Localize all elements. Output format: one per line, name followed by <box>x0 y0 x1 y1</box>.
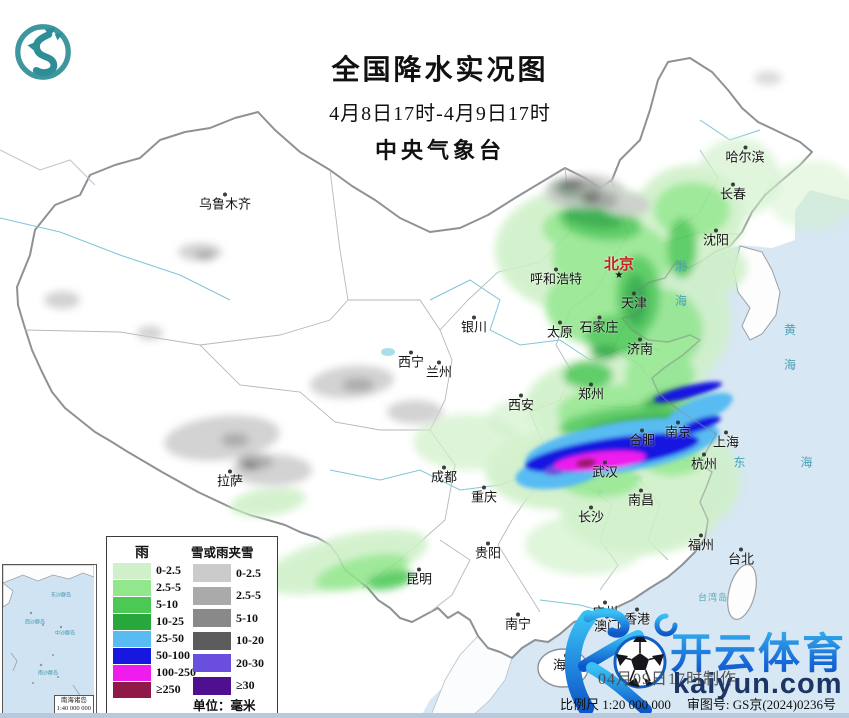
legend-color-chip <box>113 613 151 630</box>
page-title: 全国降水实况图 <box>331 55 549 86</box>
legend-row: 5-10 <box>193 607 264 630</box>
heavy-rain-band <box>515 381 733 490</box>
legend-range-label: ≥250 <box>156 682 181 696</box>
legend-color-chip <box>113 579 151 596</box>
legend-row: 10-20 <box>193 630 264 653</box>
legend-row: 10-25 <box>113 613 196 630</box>
legend-color-chip <box>113 647 151 664</box>
legend-range-label: 0-2.5 <box>156 563 181 577</box>
legend-color-chip <box>193 564 231 583</box>
precipitation-legend: 雨 雪或雨夹雪 0-2.5 2.5-5 5-10 10-25 25-50 50-100 10… <box>106 536 278 714</box>
watermark-domain-text: kaiyun.com <box>673 668 843 700</box>
legend-range-label: 5-10 <box>156 597 178 611</box>
legend-color-chip <box>113 562 151 579</box>
legend-range-label: 20-30 <box>236 655 264 670</box>
legend-snow-items: 0-2.5 2.5-5 5-10 10-20 20-30 ≥30 <box>193 562 264 697</box>
map-header: 全国降水实况图 4月8日17时-4月9日17时 中央气象台 <box>248 48 632 165</box>
legend-row: 50-100 <box>113 647 196 664</box>
footer-scale-line: 比例尺 1:20 000 000 审图号: GS京(2024)0236号 <box>560 694 846 713</box>
sea-name-label: 渤 海 <box>673 259 688 317</box>
legend-row: 25-50 <box>113 630 196 647</box>
legend-snow-title: 雪或雨夹雪 <box>191 546 254 560</box>
legend-color-chip <box>193 609 231 628</box>
legend-color-chip <box>193 676 231 695</box>
legend-row: 0-2.5 <box>113 562 196 579</box>
inset-map-graphic <box>3 565 94 715</box>
inset-scale: 1:40 000 000 <box>56 705 91 712</box>
legend-range-label: 25-50 <box>156 631 184 645</box>
legend-range-label: ≥30 <box>236 678 255 693</box>
sea-name-label: 台湾岛 <box>697 592 729 603</box>
legend-row: ≥250 <box>113 681 196 698</box>
time-range: 4月8日17时-4月9日17时 <box>329 103 551 125</box>
legend-color-chip <box>113 630 151 647</box>
snow-overlay <box>44 71 782 486</box>
taiwan-island <box>727 564 757 620</box>
kaiyun-k-logo <box>564 608 678 716</box>
legend-color-chip <box>113 596 151 613</box>
made-at-text: 04月09日17时制作 <box>598 671 738 688</box>
agency-name: 中央气象台 <box>374 138 505 163</box>
legend-row: 2.5-5 <box>113 579 196 596</box>
legend-range-label: 2.5-5 <box>236 588 261 603</box>
legend-range-label: 2.5-5 <box>156 580 181 594</box>
legend-range-label: 50-100 <box>156 648 190 662</box>
legend-range-label: 10-20 <box>236 633 264 648</box>
approval-number: 审图号: GS京(2024)0236号 <box>686 697 837 712</box>
legend-row: ≥30 <box>193 675 264 698</box>
island-group-label: 东沙群岛 <box>50 593 72 599</box>
kaiyun-watermark: 开云体育 kaiyun.com <box>548 604 849 718</box>
legend-range-label: 0-2.5 <box>236 565 261 580</box>
map-scale-label: 比例尺 1:20 000 000 <box>560 697 671 712</box>
legend-range-label: 10-25 <box>156 614 184 628</box>
watermark-brand-text: 开云体育 <box>670 620 846 681</box>
bottom-edge-bar <box>0 713 849 718</box>
legend-rain-items: 0-2.5 2.5-5 5-10 10-25 25-50 50-100 100-250 ≥25… <box>113 562 196 698</box>
legend-color-chip <box>193 631 231 650</box>
island-group-label: 南沙群岛 <box>37 671 59 677</box>
legend-color-chip <box>113 664 151 681</box>
inset-title: 南海诸岛 <box>60 697 87 704</box>
legend-color-chip <box>193 654 231 673</box>
legend-color-chip <box>113 681 151 698</box>
meteorological-dragon-logo <box>15 24 71 80</box>
legend-range-label: 5-10 <box>236 610 258 625</box>
legend-row: 100-250 <box>113 664 196 681</box>
inset-scale-box: 南海诸岛 1:40 000 000 <box>53 695 94 715</box>
island-group-label: 中沙群岛 <box>54 631 76 637</box>
island-group-label: 西沙群岛 <box>24 620 46 626</box>
sea-name-label: 黄 海 <box>782 323 797 381</box>
sea-name-label: 东 海 <box>733 455 839 470</box>
legend-color-chip <box>193 586 231 605</box>
south-china-sea-inset: 东沙群岛西沙群岛中沙群岛南沙群岛 南海诸岛 1:40 000 000 <box>2 564 97 718</box>
legend-row: 5-10 <box>113 596 196 613</box>
legend-range-label: 100-250 <box>156 665 196 679</box>
legend-row: 20-30 <box>193 652 264 675</box>
legend-unit: 单位：毫米 <box>193 699 256 713</box>
legend-row: 2.5-5 <box>193 585 264 608</box>
legend-rain-title: 雨 <box>135 546 149 561</box>
legend-row: 0-2.5 <box>193 562 264 585</box>
